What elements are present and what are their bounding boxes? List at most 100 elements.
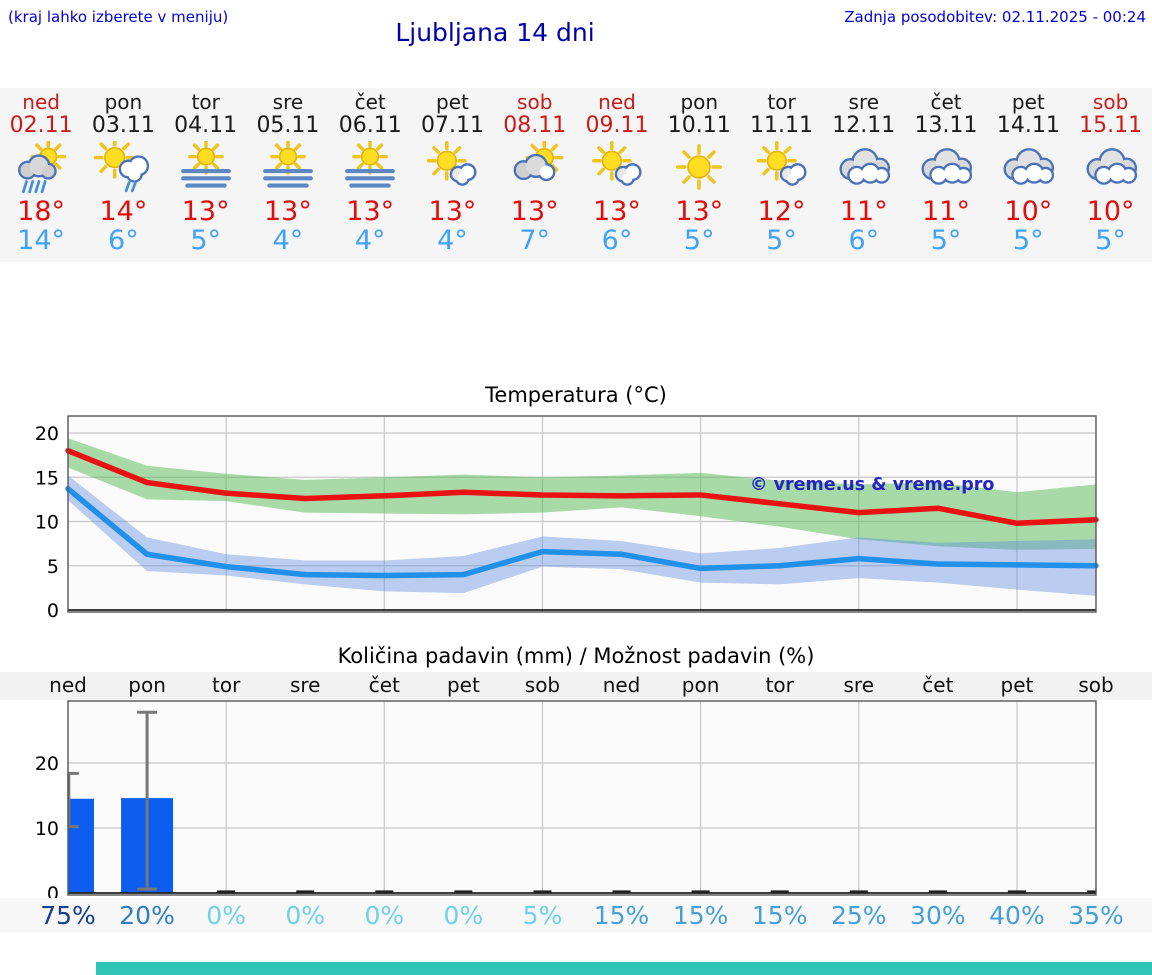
low-temp-label: 6° — [848, 225, 880, 256]
day-date-label: 03.11 — [91, 113, 155, 138]
precip-day-label: čet — [922, 673, 954, 697]
day-name-label: sob — [1092, 90, 1129, 114]
day-name-label: čet — [354, 90, 386, 114]
precip-day-label: sre — [289, 673, 321, 697]
precip-day-label: sob — [524, 673, 561, 697]
weather-icon-fog — [263, 141, 313, 188]
weather-icon-sun-cloud — [756, 141, 807, 186]
forecast-days-row: ned 02.11 18° 14° pon 03.11 14° 6° tor 04.11 13° 5°… — [0, 88, 1152, 262]
footer-accent-bar — [96, 962, 1152, 975]
precip-day-label: tor — [765, 673, 794, 697]
day-cell: ned 09.11 13° 6° — [576, 88, 658, 262]
weather-icon-cloudy — [921, 148, 973, 185]
temp-y-tick: 5 — [47, 556, 59, 578]
day-cell: sob 15.11 10° 5° — [1069, 88, 1151, 262]
day-name-label: ned — [598, 90, 636, 114]
day-date-label: 08.11 — [503, 113, 567, 138]
low-temp-label: 5° — [190, 225, 221, 256]
precip-probability-label: 0% — [206, 901, 246, 930]
low-temp-label: 5° — [1012, 225, 1044, 256]
precip-day-labels-row: ned pon tor sre čet pet sob ned pon tor sre čet pet s… — [0, 672, 1152, 700]
high-temp-label: 11° — [922, 196, 970, 227]
day-cell: sre 05.11 13° 4° — [247, 88, 329, 262]
precip-probability-row: 75% 20% 0% 0% 0% 0% 5% 15% 15% 15% 25% 30% 40% 35% — [0, 898, 1152, 933]
last-updated-label: Zadnja posodobitev: 02.11.2025 - 00:24 — [844, 8, 1146, 26]
low-temp-label: 14° — [17, 225, 66, 256]
precip-probability-label: 0% — [443, 901, 484, 930]
temperature-chart-title: Temperatura (°C) — [485, 383, 667, 407]
weather-icon-sun-rain — [18, 141, 67, 194]
day-cell: čet 06.11 13° 4° — [329, 88, 411, 262]
day-name-label: čet — [930, 90, 962, 114]
weather-icon-cloud-sun — [513, 141, 563, 182]
weather-icon-sun-cloud — [591, 141, 642, 186]
max-temp-line — [65, 447, 1099, 527]
day-date-label: 02.11 — [9, 113, 73, 138]
precip-bar — [68, 798, 94, 893]
low-temp-label: 4° — [272, 225, 304, 256]
high-temp-label: 13° — [181, 196, 230, 227]
low-temp-label: 7° — [519, 225, 551, 256]
temperature-chart: 0 5 10 15 20 © vreme.us & vreme.pro — [35, 415, 1099, 620]
day-name-label: sre — [272, 90, 304, 114]
day-date-label: 15.11 — [1079, 113, 1143, 138]
day-date-label: 05.11 — [256, 113, 320, 138]
low-temp-label: 5° — [930, 225, 962, 256]
day-date-label: 07.11 — [420, 113, 484, 138]
day-date-label: 09.11 — [585, 113, 649, 138]
day-cell: sob 08.11 13° 7° — [494, 88, 576, 262]
precipitation-chart: 0 10 20 — [35, 700, 1097, 900]
day-date-label: 06.11 — [338, 113, 402, 138]
precip-y-tick: 10 — [35, 818, 59, 840]
copyright-link[interactable]: © vreme.us & vreme.pro — [750, 475, 994, 495]
day-name-label: pet — [1011, 90, 1045, 114]
temp-y-tick: 0 — [47, 600, 59, 620]
day-cell: tor 04.11 13° 5° — [165, 88, 247, 262]
day-name-label: sob — [517, 90, 553, 114]
precip-probability-label: 5% — [522, 901, 563, 930]
low-temp-label: 5° — [1095, 225, 1126, 256]
day-name-label: sre — [848, 90, 880, 114]
high-temp-label: 13° — [428, 196, 477, 227]
high-temp-label: 13° — [675, 196, 724, 227]
temp-y-tick: 15 — [35, 467, 59, 489]
precip-probability-label: 15% — [672, 901, 729, 930]
low-temp-label: 6° — [601, 225, 633, 256]
temp-y-tick: 10 — [35, 512, 59, 534]
high-temp-label: 10° — [1086, 196, 1135, 227]
day-date-label: 12.11 — [832, 113, 896, 138]
day-cell: tor 11.11 12° 5° — [740, 88, 822, 262]
precip-probability-label: 15% — [593, 901, 650, 930]
day-date-label: 11.11 — [750, 113, 814, 138]
high-temp-label: 13° — [346, 196, 395, 227]
day-cell: pet 14.11 10° 5° — [987, 88, 1069, 262]
precip-day-label: ned — [602, 673, 641, 697]
page-title: Ljubljana 14 dni — [395, 18, 595, 47]
low-temp-label: 4° — [437, 225, 468, 256]
precip-probability-label: 75% — [40, 901, 96, 930]
high-temp-label: 12° — [757, 196, 806, 227]
precip-y-tick: 0 — [47, 883, 59, 900]
precipitation-chart-title: Količina padavin (mm) / Možnost padavin … — [337, 644, 815, 668]
low-temp-label: 5° — [683, 225, 715, 256]
high-temp-label: 18° — [17, 196, 66, 227]
precip-day-label: pon — [128, 673, 166, 697]
low-temp-label: 6° — [108, 225, 139, 256]
weather-icon-cloudy — [1003, 148, 1055, 185]
precip-error-bar — [137, 710, 158, 891]
day-date-label: 13.11 — [914, 113, 978, 138]
day-date-label: 10.11 — [667, 113, 731, 138]
high-temp-label: 10° — [1004, 196, 1053, 227]
day-name-label: tor — [191, 90, 220, 114]
precip-probability-label: 30% — [910, 901, 966, 930]
day-cell: ned 02.11 18° 14° — [0, 88, 82, 262]
weather-icon-cloudy — [839, 148, 890, 185]
precip-y-tick: 20 — [35, 753, 59, 775]
precip-day-label: pet — [1000, 673, 1034, 697]
temp-y-tick: 20 — [35, 423, 59, 445]
precip-day-label: ned — [49, 673, 87, 697]
precip-probability-label: 35% — [1068, 901, 1124, 930]
precip-probability-label: 20% — [119, 901, 175, 930]
day-cell: pet 07.11 13° 4° — [411, 88, 493, 262]
